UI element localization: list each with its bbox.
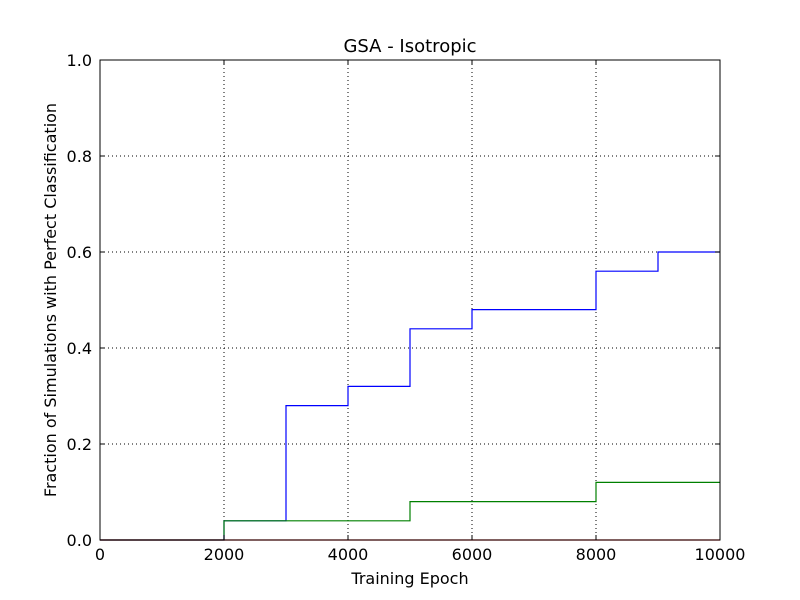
y-tick-label: 1.0 bbox=[67, 51, 92, 70]
plot-area bbox=[100, 60, 720, 540]
x-tick-label: 0 bbox=[95, 545, 105, 564]
x-tick-label: 8000 bbox=[576, 545, 617, 564]
y-axis-label: Fraction of Simulations with Perfect Cla… bbox=[41, 103, 60, 497]
ticks bbox=[99, 59, 721, 541]
tick-labels: 0 2000 4000 6000 8000 10000 0.0 0.2 0.4 0.6 0.8 1.0 bbox=[67, 51, 746, 564]
x-tick-label: 10000 bbox=[695, 545, 746, 564]
y-tick-label: 0.2 bbox=[67, 435, 92, 454]
x-axis-label: Training Epoch bbox=[350, 569, 468, 588]
y-tick-label: 0.8 bbox=[67, 147, 92, 166]
y-tick-label: 0.0 bbox=[67, 531, 92, 550]
y-tick-label: 0.4 bbox=[67, 339, 92, 358]
chart-title: GSA - Isotropic bbox=[343, 36, 476, 57]
plot-frame bbox=[99, 59, 721, 541]
x-tick-label: 4000 bbox=[328, 545, 369, 564]
x-tick-label: 6000 bbox=[452, 545, 493, 564]
x-tick-label: 2000 bbox=[204, 545, 245, 564]
y-tick-label: 0.6 bbox=[67, 243, 92, 262]
